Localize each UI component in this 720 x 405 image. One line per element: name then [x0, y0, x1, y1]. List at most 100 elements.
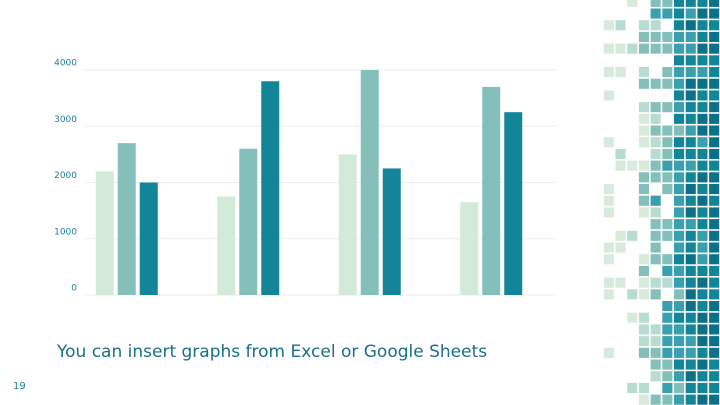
pixel	[685, 371, 696, 382]
pixel	[697, 242, 708, 253]
pixel	[662, 78, 673, 89]
pixel	[685, 277, 696, 288]
pixel	[662, 336, 673, 347]
pixel	[674, 8, 685, 19]
pixel	[615, 242, 626, 253]
pixel	[674, 219, 685, 230]
pixel	[685, 336, 696, 347]
pixel	[674, 67, 685, 78]
pixel	[638, 31, 649, 42]
pixel	[685, 312, 696, 323]
pixel	[650, 195, 661, 206]
pixel	[638, 394, 649, 405]
pixel	[615, 160, 626, 171]
pixel	[638, 195, 649, 206]
pixel	[662, 394, 673, 405]
pixel	[603, 90, 614, 101]
pixel	[674, 55, 685, 66]
pixel	[709, 55, 720, 66]
pixel	[674, 230, 685, 241]
pixel	[709, 31, 720, 42]
pixel	[685, 20, 696, 31]
pixel	[627, 312, 638, 323]
pixel	[685, 55, 696, 66]
pixel	[662, 312, 673, 323]
pixel	[709, 230, 720, 241]
bar	[338, 154, 357, 295]
y-tick-label: 1000	[54, 227, 77, 237]
slide-number: 19	[13, 381, 26, 392]
pixel	[674, 43, 685, 54]
pixel	[685, 382, 696, 393]
pixel	[685, 148, 696, 159]
pixel	[697, 301, 708, 312]
pixel	[638, 20, 649, 31]
pixel	[662, 277, 673, 288]
pixel	[685, 160, 696, 171]
pixel	[650, 160, 661, 171]
pixel	[638, 265, 649, 276]
pixel	[709, 78, 720, 89]
bar	[504, 112, 523, 295]
pixel	[650, 20, 661, 31]
pixel	[650, 359, 661, 370]
pixel	[638, 172, 649, 183]
pixel	[603, 207, 614, 218]
pixel	[662, 265, 673, 276]
pixel	[603, 20, 614, 31]
pixel	[709, 184, 720, 195]
pixel	[650, 277, 661, 288]
pixel	[685, 394, 696, 405]
pixel	[674, 78, 685, 89]
pixel	[685, 230, 696, 241]
y-tick-label: 2000	[54, 171, 77, 181]
pixel	[674, 277, 685, 288]
pixel	[685, 324, 696, 335]
pixel	[674, 371, 685, 382]
pixel	[615, 67, 626, 78]
pixel	[638, 78, 649, 89]
bar	[382, 168, 401, 295]
pixel	[697, 160, 708, 171]
pixel	[697, 371, 708, 382]
pixel	[627, 160, 638, 171]
pixel	[615, 43, 626, 54]
pixel	[697, 172, 708, 183]
pixel	[709, 137, 720, 148]
pixel	[638, 382, 649, 393]
pixel	[709, 172, 720, 183]
pixel	[662, 184, 673, 195]
pixel	[674, 312, 685, 323]
pixel	[685, 90, 696, 101]
pixel	[674, 382, 685, 393]
pixel	[709, 160, 720, 171]
pixel	[709, 382, 720, 393]
pixel	[674, 125, 685, 136]
pixel	[709, 219, 720, 230]
pixel	[603, 254, 614, 265]
pixel	[650, 0, 661, 7]
pixel	[697, 148, 708, 159]
pixel	[697, 43, 708, 54]
pixel	[697, 137, 708, 148]
pixel	[650, 336, 661, 347]
pixel	[709, 301, 720, 312]
pixel	[674, 137, 685, 148]
pixel	[650, 347, 661, 358]
pixel	[674, 184, 685, 195]
pixel	[685, 301, 696, 312]
pixel	[638, 324, 649, 335]
pixel	[603, 67, 614, 78]
pixel	[650, 394, 661, 405]
pixel	[638, 137, 649, 148]
pixel	[615, 277, 626, 288]
pixel	[638, 184, 649, 195]
pixel	[650, 219, 661, 230]
pixel	[674, 265, 685, 276]
pixel	[638, 312, 649, 323]
pixel	[603, 289, 614, 300]
pixel	[697, 324, 708, 335]
bar	[95, 171, 114, 295]
pixel	[674, 90, 685, 101]
